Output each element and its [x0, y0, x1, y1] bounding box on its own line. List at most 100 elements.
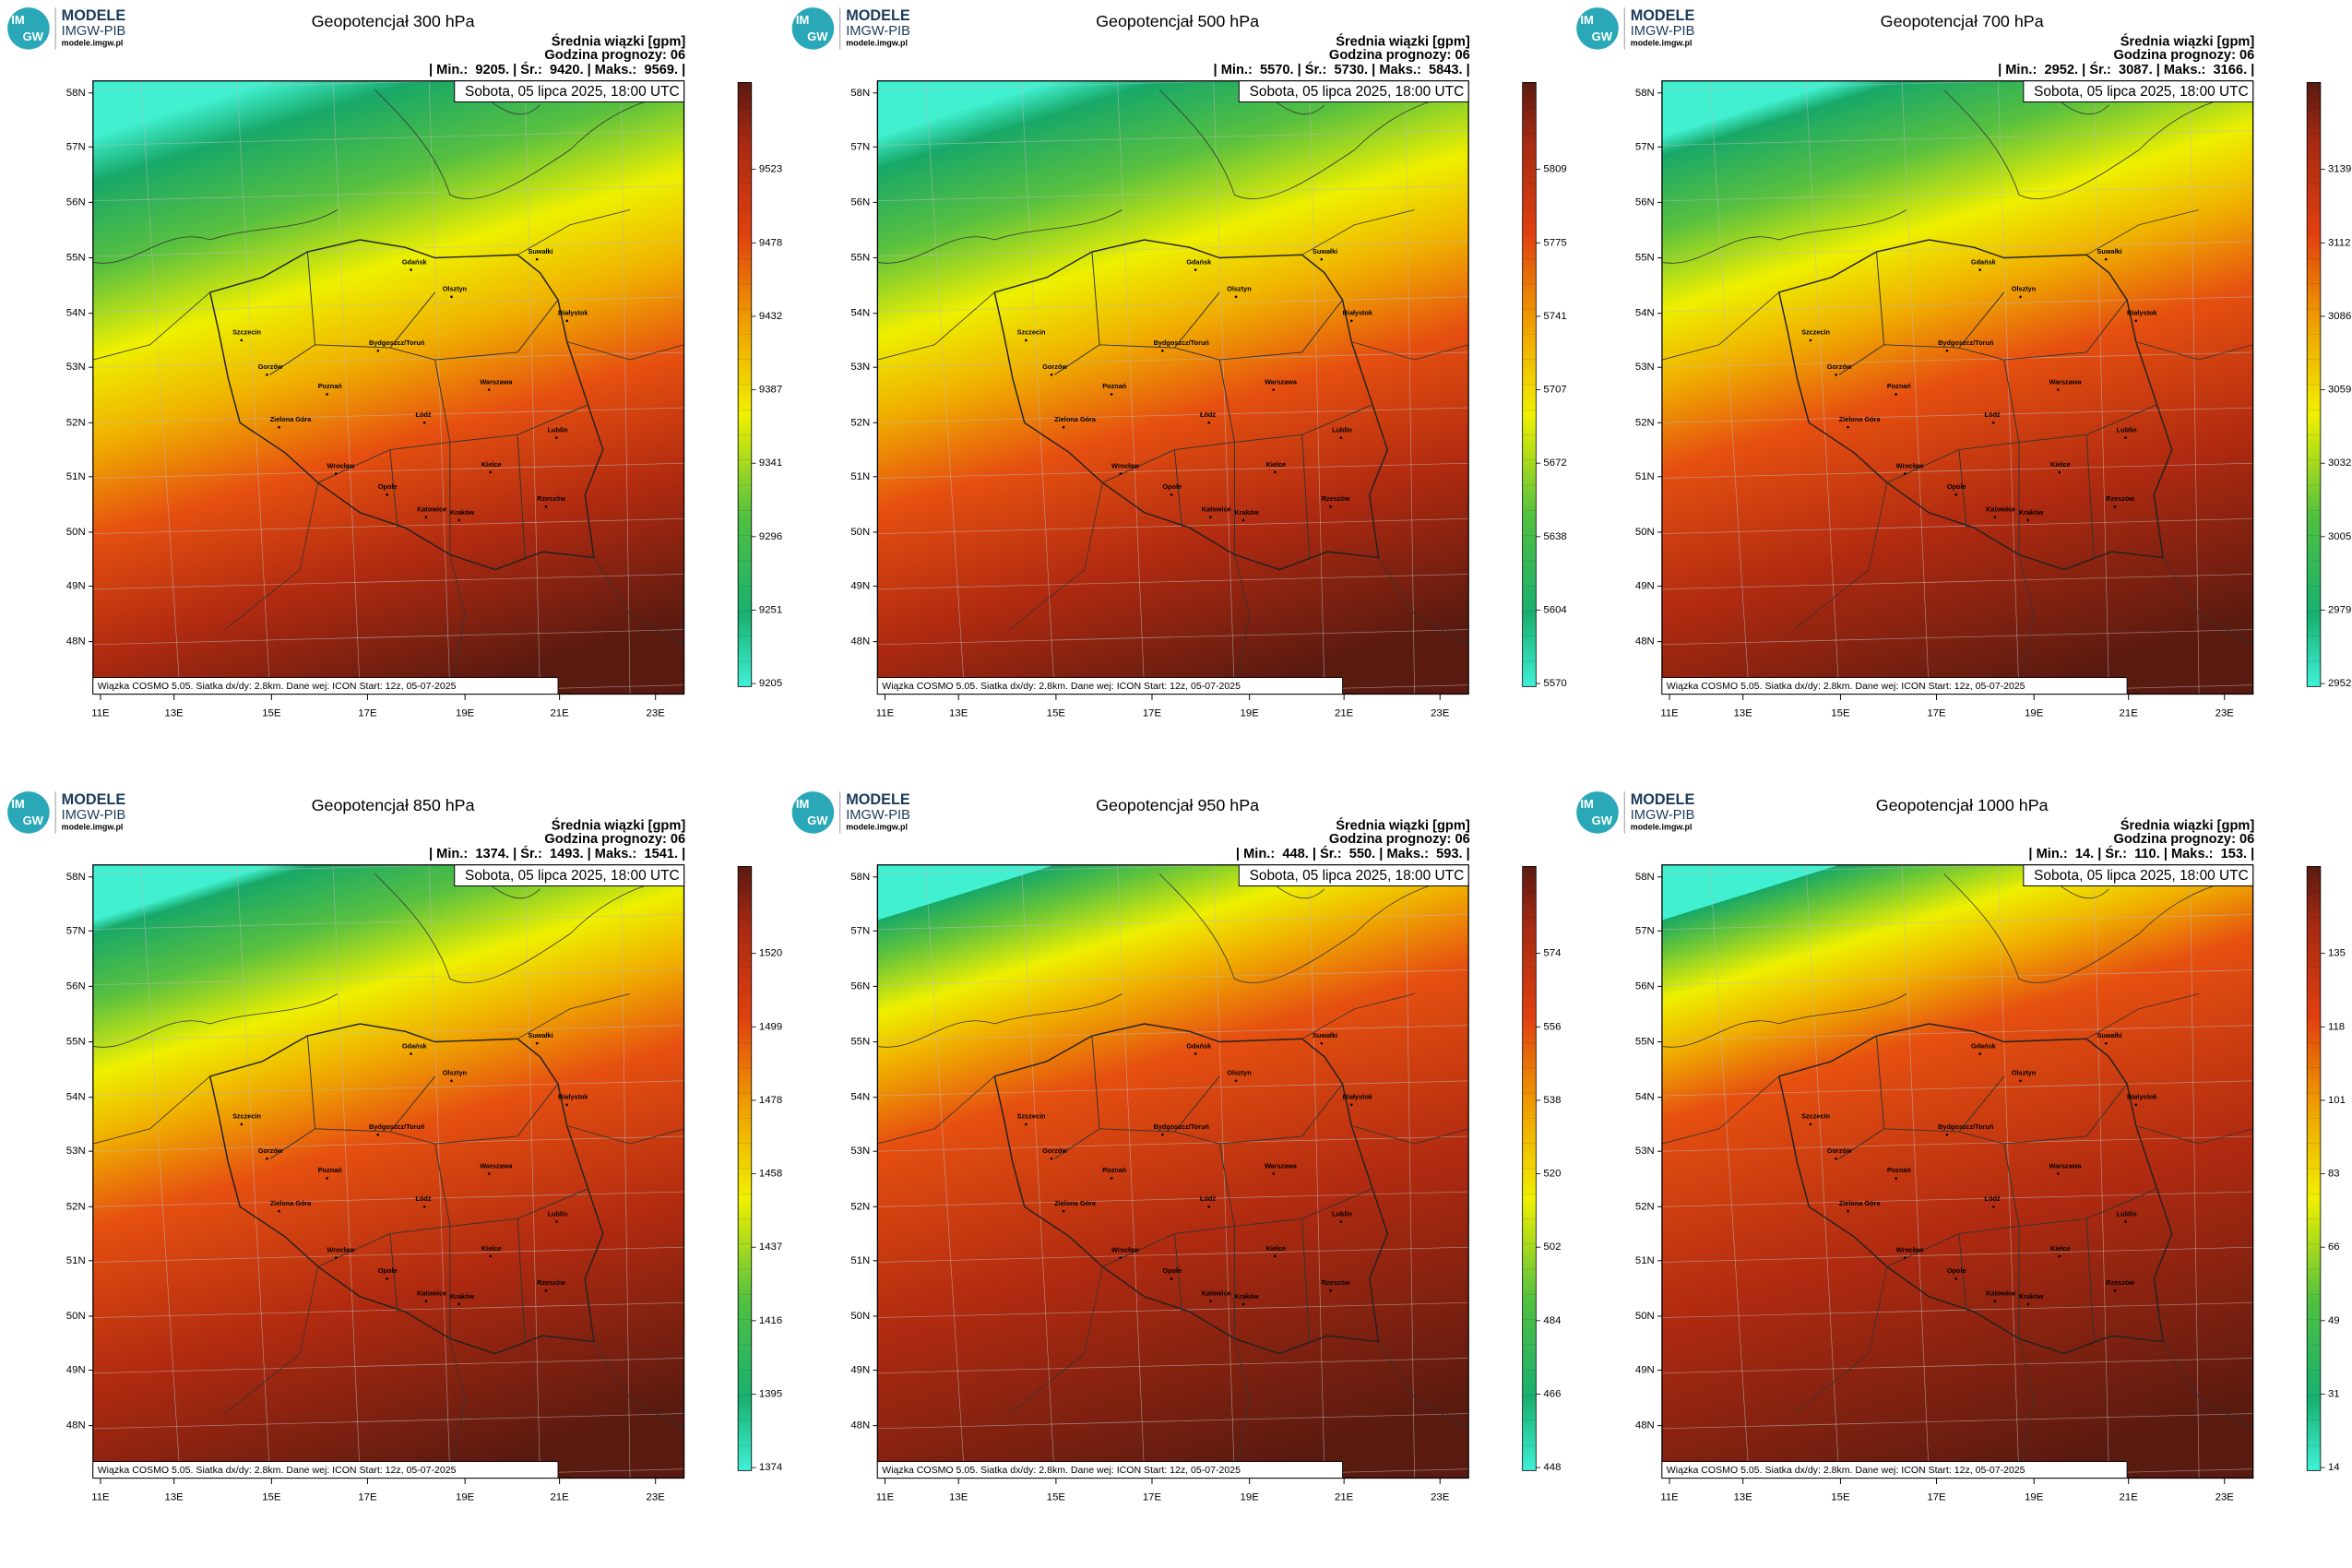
graticule [877, 1413, 1469, 1430]
city-label: Bydgoszcz/Toruń [369, 339, 424, 347]
lon-label: 23E [1431, 708, 1450, 719]
city-label: Łódź [415, 410, 431, 419]
lat-label: 58N [66, 88, 86, 99]
logo-title: MODELE [1631, 791, 1695, 808]
city-dot [240, 339, 244, 342]
graticule [92, 1025, 684, 1041]
colorbar-label: 5809 [1543, 164, 1566, 175]
colorbar-label: 5570 [1543, 678, 1566, 689]
lat-label: 53N [1635, 362, 1655, 373]
colorbar-label: 466 [1543, 1388, 1561, 1399]
city-dot [535, 1041, 539, 1045]
graticule [1309, 80, 1325, 695]
logo-icon [791, 7, 835, 50]
map-field [877, 864, 1469, 1479]
city-dot [1119, 472, 1123, 475]
colorbar-label: 574 [1543, 948, 1561, 959]
city-label: Kraków [2019, 508, 2044, 517]
lat-label: 56N [66, 196, 86, 208]
graticule [92, 241, 684, 257]
colorbar-label: 9478 [759, 237, 782, 248]
graticule [1805, 864, 1840, 1479]
city-label: Białystok [1343, 309, 1373, 317]
stats-line: | Min.: 2952. | Śr.: 3087. | Maks.: 3166… [1998, 61, 2254, 77]
city-dot [1809, 339, 1812, 342]
graticule [524, 864, 540, 1479]
lon-label: 11E [91, 708, 110, 719]
lat-label: 48N [66, 636, 86, 647]
city-label: Zielona Góra [1839, 1199, 1882, 1207]
city-label: Warszawa [2049, 1161, 2082, 1170]
neighbour-borders [877, 993, 1469, 1479]
lon-label: 13E [949, 708, 968, 719]
city-label: Białystok [558, 309, 588, 317]
city-label: Rzeszów [2106, 494, 2134, 503]
city-dot [1895, 1177, 1897, 1180]
panel-title: Geopotencjał 300 hPa [312, 12, 475, 30]
graticule [1661, 185, 2253, 202]
lat-label: 53N [850, 1146, 870, 1157]
city-dot [1993, 516, 1997, 519]
footer-box [1661, 677, 2128, 695]
footer-box [876, 1461, 1343, 1479]
city-label: Rzeszów [2106, 1278, 2134, 1287]
graticule [1213, 80, 1235, 695]
graticule [925, 864, 966, 1479]
city-dot [544, 505, 548, 508]
colorbar [2306, 81, 2322, 687]
logo-org: IMGW-PIB [62, 24, 126, 39]
lat-label: 49N [1635, 580, 1655, 591]
header-line: Średnia wiązki [gpm] [1336, 816, 1470, 833]
city-dot [1209, 1300, 1212, 1303]
graticule [877, 462, 1469, 479]
graticule [1709, 864, 1750, 1479]
graticule [92, 1413, 684, 1430]
lat-label: 48N [1635, 1420, 1655, 1431]
city-dot [424, 516, 428, 519]
lat-label: 55N [1635, 1037, 1655, 1048]
city-label: Zielona Góra [1054, 415, 1097, 423]
lat-label: 57N [1635, 925, 1655, 936]
city-dot [2104, 257, 2108, 261]
logo-mark: IM [11, 13, 24, 27]
graticule [1661, 80, 2029, 90]
lon-label: 17E [1143, 708, 1162, 719]
colorbar-label: 3005 [2328, 531, 2351, 542]
city-dot [1234, 295, 1238, 299]
city-dot [1329, 1289, 1332, 1292]
lon-label: 13E [1734, 1492, 1753, 1503]
city-label: Gorzów [258, 362, 283, 371]
graticule [92, 969, 684, 986]
logo-url: modele.imgw.pl [846, 822, 908, 831]
graticule [1661, 629, 2253, 646]
graticule [428, 80, 451, 695]
city-label: Poznań [1887, 382, 1911, 390]
header-line: Średnia wiązki [gpm] [552, 816, 686, 833]
lon-label: 11E [1660, 1492, 1679, 1503]
city-label: Lublin [1332, 425, 1352, 434]
lat-label: 56N [66, 980, 86, 992]
city-label: Suwałki [528, 1031, 552, 1039]
graticule [1901, 80, 1930, 695]
logo-org: IMGW-PIB [846, 808, 910, 823]
lat-label: 51N [66, 471, 86, 482]
graticule [1502, 865, 1504, 1479]
city-dot [1329, 505, 1332, 508]
city-label: Rzeszów [537, 494, 565, 503]
lat-label: 56N [1635, 980, 1655, 992]
city-dot [1835, 374, 1837, 376]
lon-label: 19E [456, 1492, 475, 1503]
city-dot [2056, 388, 2060, 391]
graticule [92, 1191, 684, 1207]
date-box [2023, 864, 2254, 887]
lat-label: 52N [66, 1201, 86, 1212]
city-dot [544, 1289, 548, 1292]
lat-label: 50N [66, 1311, 86, 1322]
lon-label: 13E [165, 708, 184, 719]
city-label: Białystok [1343, 1093, 1373, 1101]
graticule [877, 185, 1469, 202]
city-dot [1904, 1256, 1907, 1259]
lat-label: 58N [1635, 872, 1655, 883]
